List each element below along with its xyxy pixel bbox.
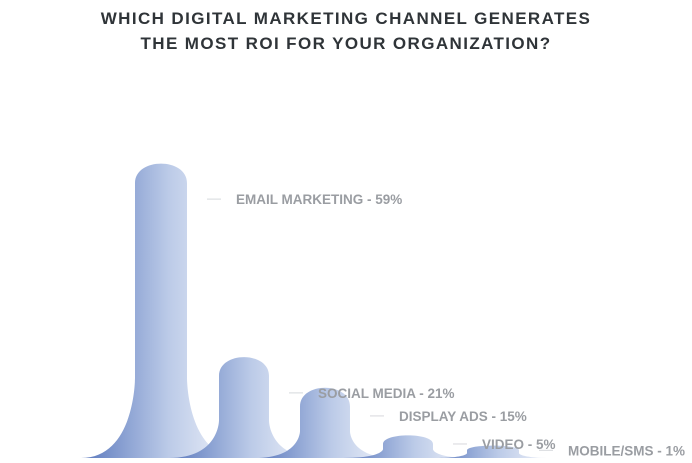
data-label-email-marketing: EMAIL MARKETING - 59% <box>236 192 402 207</box>
data-label-video: VIDEO - 5% <box>482 437 556 452</box>
chart-title-line-1: WHICH DIGITAL MARKETING CHANNEL GENERATE… <box>100 9 592 28</box>
data-label-display-ads: DISPLAY ADS - 15% <box>399 409 527 424</box>
peak-mobile-sms <box>433 445 553 458</box>
data-label-mobile-sms: MOBILE/SMS - 1% <box>568 443 685 458</box>
chart-title-line-2: THE MOST ROI FOR YOUR ORGANIZATION? <box>140 34 552 53</box>
chart-title: WHICH DIGITAL MARKETING CHANNEL GENERATE… <box>0 6 692 56</box>
peak-display-ads <box>255 387 395 458</box>
peak-email-marketing <box>81 163 241 458</box>
data-label-social-media: SOCIAL MEDIA - 21% <box>318 386 455 401</box>
peak-video <box>343 435 473 458</box>
peak-social-media <box>169 357 319 458</box>
